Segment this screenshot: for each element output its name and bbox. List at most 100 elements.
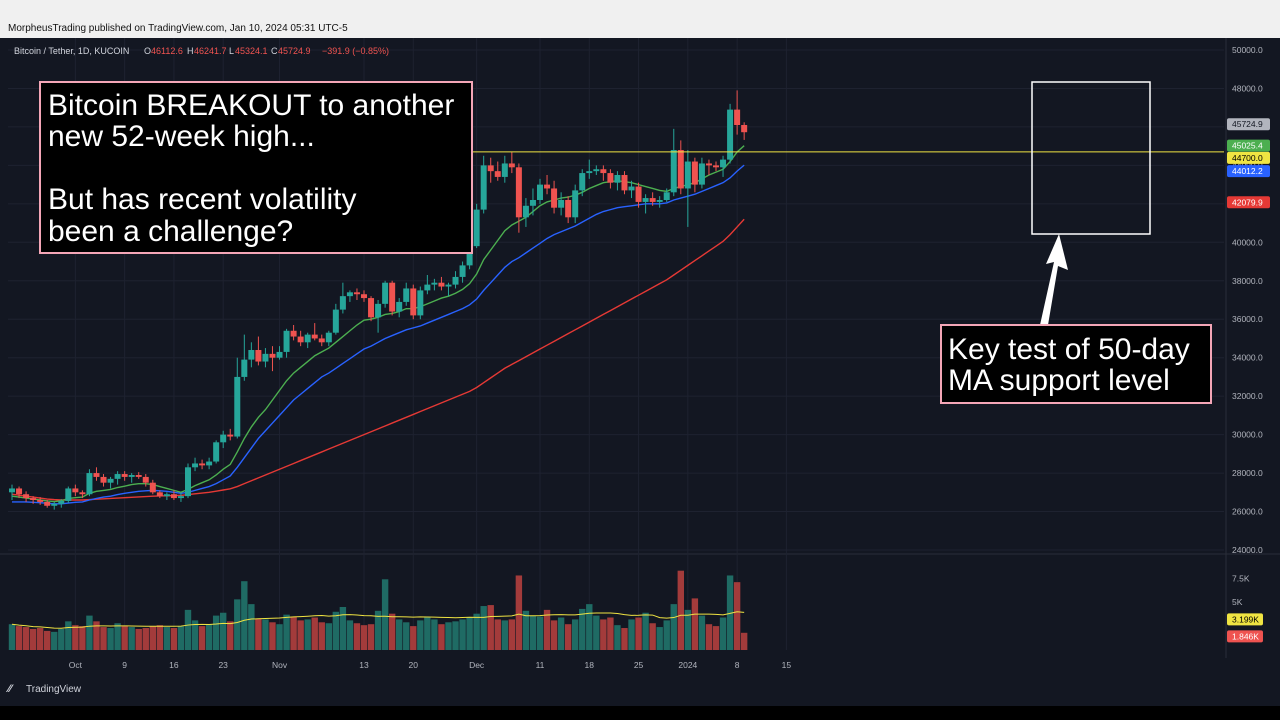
- candle-body: [30, 498, 37, 500]
- volume-bar: [65, 621, 72, 650]
- volume-bar: [712, 626, 720, 650]
- candle-body: [318, 338, 325, 343]
- volume-bar: [121, 626, 128, 650]
- price-tick-label: 26000.0: [1232, 507, 1263, 517]
- time-tick-label: 15: [782, 660, 792, 670]
- volume-bar: [501, 620, 508, 650]
- candle-body: [501, 163, 508, 177]
- volume-bar: [100, 627, 107, 650]
- open-label: O: [144, 46, 151, 56]
- candle-body: [565, 200, 572, 218]
- volume-bar: [487, 605, 494, 650]
- candle-body: [16, 488, 23, 495]
- volume-bar: [417, 620, 424, 650]
- candle-body: [558, 200, 565, 208]
- volume-bar: [381, 579, 389, 650]
- candle-body: [332, 309, 339, 333]
- candle-body: [192, 463, 199, 468]
- candle-body: [290, 330, 297, 337]
- price-chart[interactable]: 50000.048000.046000.044000.042000.040000…: [0, 38, 1280, 706]
- candle-body: [649, 198, 656, 202]
- volume-bar: [670, 604, 677, 650]
- volume-bar: [311, 617, 318, 650]
- volume-tick-label: 7.5K: [1232, 573, 1250, 583]
- volume-bar: [128, 627, 135, 650]
- candle-body: [206, 461, 213, 466]
- volume-bar: [318, 622, 325, 650]
- candle-body: [515, 167, 522, 218]
- tradingview-logo: ⁄⁄ TradingView: [5, 683, 82, 695]
- candle-body: [368, 298, 375, 318]
- volume-bar: [227, 621, 234, 650]
- volume-bar: [276, 624, 283, 650]
- volume-bar: [332, 611, 340, 650]
- candle-body: [698, 163, 705, 185]
- volume-last-tag-bg: [1227, 630, 1263, 643]
- candle-body: [551, 188, 558, 208]
- candle-body: [586, 171, 593, 174]
- candle-body: [128, 475, 135, 477]
- candle-body: [65, 488, 72, 501]
- candle-body: [600, 169, 607, 174]
- candle-body: [9, 488, 15, 493]
- change-value: −391.9 (−0.85%): [322, 46, 389, 56]
- volume-bar: [635, 617, 642, 650]
- candle-body: [656, 200, 663, 202]
- candle-body: [677, 150, 684, 189]
- candle-body: [684, 161, 691, 189]
- candle-body: [93, 473, 100, 477]
- candle-body: [691, 161, 698, 185]
- volume-bar: [459, 619, 466, 650]
- volume-bar: [494, 619, 501, 650]
- candlesticks: [9, 90, 748, 510]
- volume-bar: [107, 628, 114, 650]
- time-tick-label: 8: [735, 660, 740, 670]
- volume-bar: [29, 628, 37, 650]
- candle-body: [353, 292, 360, 295]
- candle-body: [269, 353, 276, 358]
- volume-bar: [58, 628, 65, 650]
- candle-body: [170, 494, 177, 499]
- candle-body: [311, 334, 318, 339]
- volume-bar: [740, 632, 748, 650]
- candle-body: [459, 265, 466, 277]
- volume-bar: [607, 617, 614, 650]
- volume-bar: [691, 598, 699, 650]
- time-tick-label: 25: [634, 660, 644, 670]
- volume-bar: [642, 612, 649, 650]
- volume-ma-tag: 3.199K: [1232, 614, 1259, 624]
- volume-bar: [149, 626, 156, 650]
- volume-bar: [733, 582, 741, 650]
- volume-bar: [135, 628, 142, 650]
- volume-bar: [557, 617, 565, 650]
- headline-line-1: Bitcoin BREAKOUT to another: [48, 89, 454, 122]
- candle-body: [508, 163, 515, 168]
- candle-body: [438, 282, 445, 287]
- volume-bar: [719, 617, 727, 650]
- candle-body: [79, 492, 86, 495]
- volume-bar: [86, 615, 93, 650]
- candle-body: [417, 290, 424, 316]
- volume-bar: [360, 625, 368, 650]
- candle-body: [297, 336, 304, 343]
- volume-bar: [93, 621, 100, 650]
- volume-bar: [44, 630, 51, 650]
- callout-arrow: [1040, 234, 1068, 325]
- time-tick-label: Dec: [469, 660, 485, 670]
- volume-bar: [508, 619, 516, 650]
- candle-body: [142, 476, 149, 483]
- volume-bar: [452, 621, 459, 650]
- time-axis[interactable]: Oct 9 16 23 Nov 13 20 Dec 11 18 25 2024 8 15: [69, 660, 792, 670]
- low-label: L: [229, 46, 234, 56]
- volume-bar: [170, 628, 178, 650]
- candle-body: [185, 467, 191, 497]
- candle-body: [163, 494, 170, 497]
- symbol-name[interactable]: Bitcoin / Tether, 1D, KUCOIN: [14, 46, 129, 56]
- publisher-bar: MorpheusTrading published on TradingView…: [0, 0, 1280, 38]
- volume-bar: [262, 619, 269, 650]
- footer-brand: TradingView: [26, 684, 82, 695]
- volume-bar: [353, 623, 361, 650]
- candle-body: [494, 171, 501, 177]
- candle-body: [23, 494, 30, 499]
